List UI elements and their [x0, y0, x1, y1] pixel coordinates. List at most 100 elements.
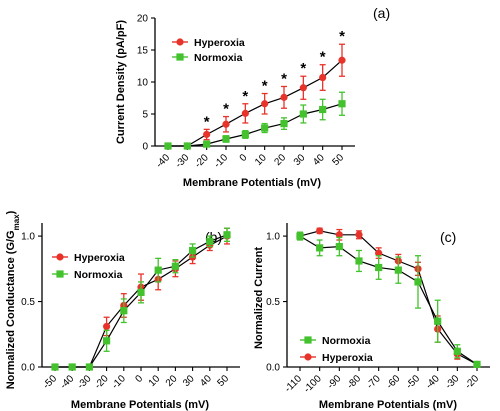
- x-tick-label: 50: [215, 373, 231, 389]
- y-axis-label: Normalized Current: [253, 247, 265, 349]
- data-point: [154, 266, 162, 274]
- legend-marker: [56, 270, 64, 278]
- x-tick-label: 30: [292, 152, 308, 168]
- data-point: [103, 322, 111, 331]
- data-point: [85, 363, 93, 371]
- legend-item-hyperoxia: Hyperoxia: [172, 37, 245, 49]
- y-tick-label: 15: [137, 46, 149, 57]
- legend-label: Hyperoxia: [322, 352, 373, 364]
- data-point: [338, 100, 346, 108]
- x-tick-label: 20: [164, 373, 180, 389]
- x-tick-label: -40: [424, 373, 442, 391]
- chart-panel-3: 0.0 0.5 1.0 -110-100 -90 -80 -70 -60 -50 -40 -30 -2…: [253, 223, 490, 411]
- data-point: [261, 124, 269, 132]
- data-point: [375, 249, 383, 257]
- data-point: [280, 93, 288, 101]
- data-point: [241, 130, 249, 139]
- x-tick-label: -80: [345, 373, 363, 391]
- data-point: [241, 109, 249, 117]
- significance-star: *: [339, 28, 345, 45]
- x-tick-label: -40: [154, 152, 172, 170]
- x-tick-label: -20: [193, 152, 211, 170]
- y-tick-label: 0.0: [266, 363, 280, 374]
- chart-panel-2: 0.0 0.5 1.0 -50 -40 -30 -20 -10 0 10 20 30 40 50 Membr…: [5, 210, 240, 411]
- series-line: [299, 235, 478, 365]
- data-point: [203, 140, 211, 148]
- data-point: [203, 130, 211, 139]
- legend-item-hyperoxia: Hyperoxia: [52, 252, 125, 264]
- x-tick-label: -10: [212, 152, 230, 170]
- data-point: [335, 231, 343, 239]
- data-point: [183, 142, 191, 150]
- x-tick-label: -50: [41, 373, 59, 391]
- data-point: [414, 278, 422, 286]
- x-tick-label: -60: [384, 373, 402, 391]
- y-tick-label: 0.5: [21, 297, 35, 308]
- significance-star: *: [300, 60, 306, 77]
- legend-label: Normoxia: [194, 52, 243, 64]
- data-point: [222, 135, 230, 143]
- legend-label: Hyperoxia: [194, 37, 245, 49]
- x-tick-label: -20: [93, 373, 111, 391]
- data-point: [171, 262, 179, 270]
- x-tick-label: -100: [302, 373, 324, 395]
- panel-label: (c): [440, 229, 456, 245]
- x-tick-label: 40: [311, 152, 327, 168]
- significance-star: *: [281, 70, 287, 87]
- x-tick-label: 0: [238, 152, 250, 164]
- x-tick-label: -20: [463, 373, 481, 391]
- data-point: [103, 337, 111, 345]
- data-point: [299, 84, 307, 92]
- legend-marker: [56, 253, 64, 261]
- x-tick-label: -30: [173, 152, 191, 170]
- significance-star: *: [223, 101, 229, 118]
- data-point: [355, 257, 363, 265]
- x-tick-label: -30: [443, 373, 461, 391]
- data-point: [137, 288, 145, 296]
- series-line: [168, 103, 343, 147]
- x-tick-label: 40: [198, 373, 214, 389]
- data-point: [206, 237, 214, 245]
- data-point: [280, 120, 288, 128]
- x-tick-label: 50: [330, 152, 346, 168]
- data-point: [394, 266, 402, 274]
- data-point: [299, 110, 307, 118]
- series-normoxia: [51, 227, 231, 371]
- y-tick-label: 1.0: [21, 232, 35, 243]
- data-point: [355, 231, 363, 239]
- x-tick-label: -110: [283, 373, 305, 395]
- x-tick-label: -10: [110, 373, 128, 391]
- y-axis-label: Normalized Conductance (G/Gmax): [5, 210, 21, 389]
- significance-star: *: [262, 78, 268, 95]
- x-tick-label: 10: [147, 373, 163, 389]
- data-point: [316, 227, 324, 235]
- y-tick-label: 0.0: [21, 363, 35, 374]
- x-tick-label: 20: [272, 152, 288, 168]
- data-point: [164, 142, 172, 150]
- series-normoxia: [296, 231, 481, 368]
- x-tick-label: -30: [76, 373, 94, 391]
- legend-marker: [304, 336, 312, 344]
- x-axis-label: Membrane Potentials (mV): [183, 177, 321, 189]
- legend-item-normoxia: Normoxia: [172, 52, 243, 64]
- legend-item-hyperoxia: Hyperoxia: [300, 352, 373, 364]
- series-line: [168, 59, 343, 147]
- x-axis-label: Membrane Potentials (mV): [319, 399, 457, 411]
- series-line: [299, 230, 478, 365]
- x-tick-label: -90: [325, 373, 343, 391]
- legend-label: Normoxia: [322, 335, 371, 347]
- data-point: [261, 100, 269, 108]
- panel-label: (a): [373, 5, 390, 21]
- legend-label: Hyperoxia: [74, 252, 125, 264]
- x-tick-label: -40: [58, 373, 76, 391]
- series-hyperoxia: [164, 43, 346, 150]
- y-tick-label: 10: [137, 78, 149, 89]
- data-point: [319, 73, 327, 82]
- significance-star: *: [204, 113, 210, 130]
- data-point: [223, 231, 231, 239]
- legend-label: Normoxia: [74, 269, 123, 281]
- data-point: [375, 263, 383, 272]
- series-normoxia: [164, 91, 346, 150]
- y-tick-label: 5: [142, 110, 148, 121]
